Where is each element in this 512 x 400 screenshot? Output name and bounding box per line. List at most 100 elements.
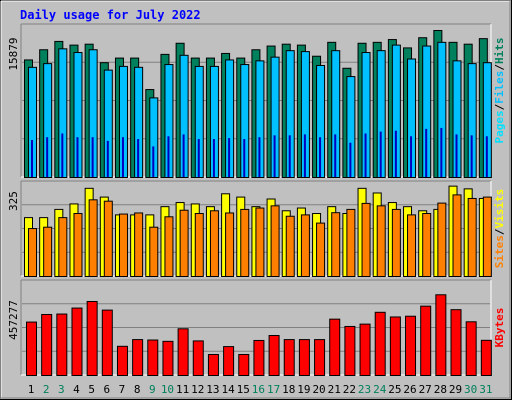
sites-bar — [270, 205, 280, 277]
day-label: 17 — [267, 383, 280, 396]
sites-bar — [285, 215, 295, 277]
sites-bar — [134, 212, 144, 278]
files-bar — [361, 52, 371, 179]
day-label: 9 — [149, 383, 156, 396]
pages-bar — [470, 135, 473, 177]
pages-bar — [319, 137, 322, 177]
sites-bar — [422, 213, 432, 277]
pages-bar — [91, 137, 94, 177]
kbytes-bar — [268, 335, 280, 376]
kbytes-bar — [253, 339, 265, 376]
files-bar — [149, 97, 159, 178]
files-bar — [88, 49, 98, 179]
sites-visits-legend: Sites/Visits — [493, 189, 506, 269]
pages-bar — [425, 128, 428, 177]
day-label: 23 — [358, 383, 371, 396]
sites-bar — [361, 202, 371, 277]
kbytes-legend: KBytes — [493, 308, 506, 348]
pages-bar — [440, 127, 443, 177]
sites-bar — [179, 209, 189, 277]
kbytes-bar — [450, 309, 462, 376]
sites-bar — [391, 208, 401, 278]
files-bar — [285, 50, 295, 179]
sites-bar — [240, 208, 250, 278]
pages-bar — [303, 134, 306, 177]
sites-bar — [452, 194, 462, 277]
files-bar — [391, 44, 401, 178]
kbytes-bar — [359, 323, 371, 377]
kbytes-bar — [207, 353, 219, 377]
files-bar — [376, 50, 386, 179]
day-label: 1 — [28, 383, 35, 396]
files-bar — [194, 65, 204, 178]
day-label: 13 — [206, 383, 219, 396]
sites-bar — [149, 226, 159, 277]
kbytes-bar — [420, 305, 432, 377]
files-bar — [482, 62, 492, 178]
day-label: 30 — [464, 383, 477, 396]
sites-bar — [331, 212, 341, 277]
sites-bar — [407, 214, 417, 277]
sites-bar — [376, 205, 386, 277]
sites-bar — [164, 216, 174, 278]
sites-bar — [43, 226, 53, 277]
day-label: 19 — [297, 383, 310, 396]
kbytes-bar — [147, 339, 159, 377]
kbytes-bar — [71, 307, 83, 377]
hits-files-pages-legend: Pages/Files/Hits — [493, 38, 506, 144]
day-label: 27 — [419, 383, 432, 396]
pages-bar — [106, 140, 109, 177]
sites-bar — [255, 207, 265, 278]
kbytes-bar — [223, 346, 235, 376]
sites-bar — [225, 212, 235, 278]
pages-bar — [167, 136, 170, 177]
files-bar — [43, 63, 53, 178]
day-label: 5 — [88, 383, 95, 396]
pages-bar — [228, 138, 231, 177]
sites-bar — [482, 196, 492, 277]
files-bar — [467, 63, 477, 178]
files-bar — [346, 76, 356, 178]
kbytes-bar — [465, 321, 477, 376]
pages-bar — [394, 130, 397, 177]
files-bar — [437, 41, 447, 178]
kbytes-bar — [329, 318, 341, 377]
visits-ymax-label: 325 — [7, 191, 20, 211]
kbytes-bar — [86, 300, 98, 376]
chart-title: Daily usage for July 2022 — [20, 8, 201, 22]
day-label: 18 — [282, 383, 295, 396]
day-label: 16 — [252, 383, 265, 396]
pages-bar — [410, 136, 413, 177]
sites-bar — [118, 213, 128, 278]
sites-bar — [194, 213, 204, 277]
day-label: 24 — [373, 383, 387, 396]
files-bar — [331, 50, 341, 179]
kbytes-bar — [283, 339, 295, 377]
files-bar — [164, 64, 174, 178]
pages-bar — [273, 135, 276, 177]
pages-bar — [364, 133, 367, 177]
day-label: 29 — [449, 383, 462, 396]
kbytes-bar — [480, 339, 492, 376]
kbytes-bar — [374, 311, 386, 377]
kbytes-bar — [192, 340, 204, 376]
pages-bar — [121, 137, 124, 177]
files-bar — [134, 66, 144, 178]
kbytes-bar — [344, 325, 356, 377]
files-bar — [58, 48, 68, 178]
sites-bar — [467, 197, 477, 277]
day-label: 3 — [58, 383, 65, 396]
pages-bar — [152, 146, 155, 177]
sites-bar — [300, 214, 310, 277]
pages-bar — [258, 137, 261, 177]
files-bar — [118, 65, 128, 178]
day-label: 2 — [43, 383, 50, 396]
files-bar — [270, 56, 280, 178]
pages-bar — [137, 139, 140, 177]
pages-bar — [455, 134, 458, 177]
day-label: 25 — [388, 383, 401, 396]
kbytes-bar — [116, 345, 128, 377]
files-bar — [452, 60, 462, 178]
day-label: 14 — [221, 383, 235, 396]
